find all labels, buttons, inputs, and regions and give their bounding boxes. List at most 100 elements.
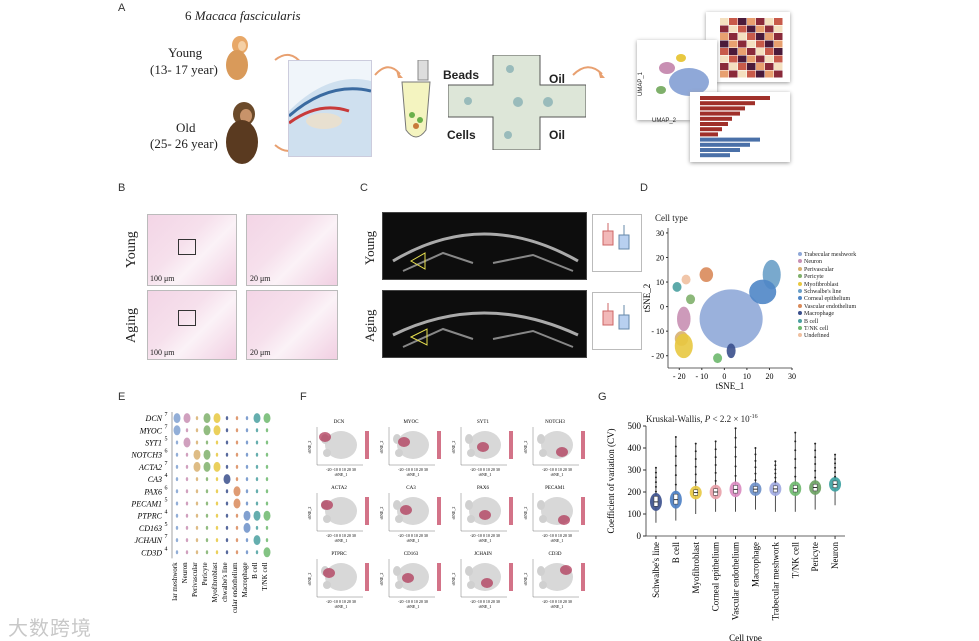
cv-outlier [774,480,777,483]
heatmap-cell [756,63,765,70]
violin-gene-label: CD163 [139,524,162,533]
barplot-thumbnail [690,92,790,162]
cv-y-tick-label: 200 [628,487,642,497]
feature-colorbar [581,563,585,591]
tsne-y-tick-label: 0 [660,303,664,312]
feature-expression-highlight [477,442,489,452]
cv-outlier [814,476,817,479]
heatmap-cell [738,55,747,63]
violin-shape [175,525,179,530]
cv-outlier [774,476,777,479]
heatmap-cell [720,63,729,70]
tsne-legend-item: Macrophage [798,311,856,318]
cv-outlier [654,485,657,488]
feature-title: SYT1 [477,420,489,425]
violin-shape [203,449,211,460]
feature-expression-highlight [558,515,570,525]
feature-x-label: tSNE_1 [479,472,492,477]
violin-shape [255,440,259,445]
chip-cells-label: Cells [447,128,476,142]
violin-shape [213,461,221,472]
feature-x-ticks: -20 -10 0 10 20 30 [398,467,428,472]
tsne-legend-item: T/NK cell [798,326,856,333]
tsne-legend: Trabecular meshwork Neuron Perivascular Per… [798,252,856,341]
violin-shape [255,550,259,555]
violin-shape [205,501,209,506]
cv-y-tick-label: 0 [637,531,642,541]
feature-expression-highlight [560,565,572,575]
tsne-y-tick-label: - 20 [651,352,664,361]
oct-aging-image [382,290,587,358]
violin-shape [263,413,271,424]
feature-expression-highlight [323,568,335,578]
tsne-cluster [726,343,736,359]
scale-young-low: 100 μm [150,274,175,283]
feature-y-label: tSNE_2 [379,573,384,586]
heatmap-cell [756,48,765,55]
feature-cluster-small [537,500,545,510]
violin-shape [225,440,229,445]
chip-oil-top-label: Oil [549,72,566,86]
feature-x-ticks: -20 -10 0 10 20 30 [398,533,428,538]
violin-shape [235,428,239,433]
feature-colorbar [509,497,513,525]
feature-cluster-small [539,581,547,589]
feature-plots: DCN-20 -10 0 10 20 30tSNE_1tSNE_2MYOC-20… [307,420,585,609]
zoom-box-aging [178,310,196,326]
heatmap-cell [738,33,747,40]
feature-x-label: tSNE_1 [407,538,420,543]
tsne-cluster [699,267,714,283]
feature-cluster-small [465,566,473,576]
tsne-legend-item: Pericyte [798,274,856,281]
cv-y-tick-label: 400 [628,443,642,453]
feature-cluster-small [539,449,547,457]
tsne-legend-label: Neuron [804,259,822,266]
violin-gene-label: JCHAIN [134,536,162,545]
feature-x-label: tSNE_1 [551,538,564,543]
violin-shape [245,538,249,543]
heatmap-cell [720,55,729,63]
cv-y-tick-label: 300 [628,465,642,475]
violin-category-label: B cell [251,562,259,579]
violin-shape [175,440,179,445]
cv-outlier [674,445,677,448]
feature-cluster-small [395,449,403,457]
tsne-x-tick-label: - 20 [673,372,686,381]
tsne-legend-swatch [798,303,802,308]
heatmap-cell [774,18,783,25]
heatmap-cell [765,48,774,55]
tsne-legend-label: Corneal epithelium [804,296,851,303]
violin-shape [235,440,239,445]
tsne-legend-item: B cell [798,318,856,326]
cv-x-tick-label: Trabecular meshwork [770,542,780,621]
feature-cluster-main [325,431,357,459]
tsne-cluster [681,274,691,285]
panel-a-label: A [118,2,126,14]
panel-c-row2-label: Aging [362,309,377,343]
he-aging-high-mag [246,290,338,360]
violin-shape [175,477,179,482]
cv-outlier [674,474,677,477]
violin-shape [175,538,179,543]
violin-shape [245,452,249,457]
barplot-bar [700,142,750,147]
tsne-legend-label: B cell [804,318,819,325]
feature-cluster-small [323,449,331,457]
violin-shape [185,452,189,457]
old-label: Old [176,120,196,135]
violin-shape [185,477,189,482]
cv-outlier [674,483,677,486]
heatmap-cell [756,70,765,78]
panel-a-title-prefix: 6 [185,8,195,23]
tsne-cluster [674,333,693,359]
tsne-legend-item: Schwalbe's line [798,289,856,296]
heatmap-cell [765,40,774,48]
violin-shape [213,413,221,424]
violin-shape [203,461,211,472]
heatmap-cell [774,40,783,48]
violin-max-label: 6 [165,449,168,455]
feature-x-ticks: -20 -10 0 10 20 30 [542,533,572,538]
cv-x-tick-label: B cell [671,542,681,564]
violin-shape [195,513,199,518]
cv-outlier [834,471,837,474]
